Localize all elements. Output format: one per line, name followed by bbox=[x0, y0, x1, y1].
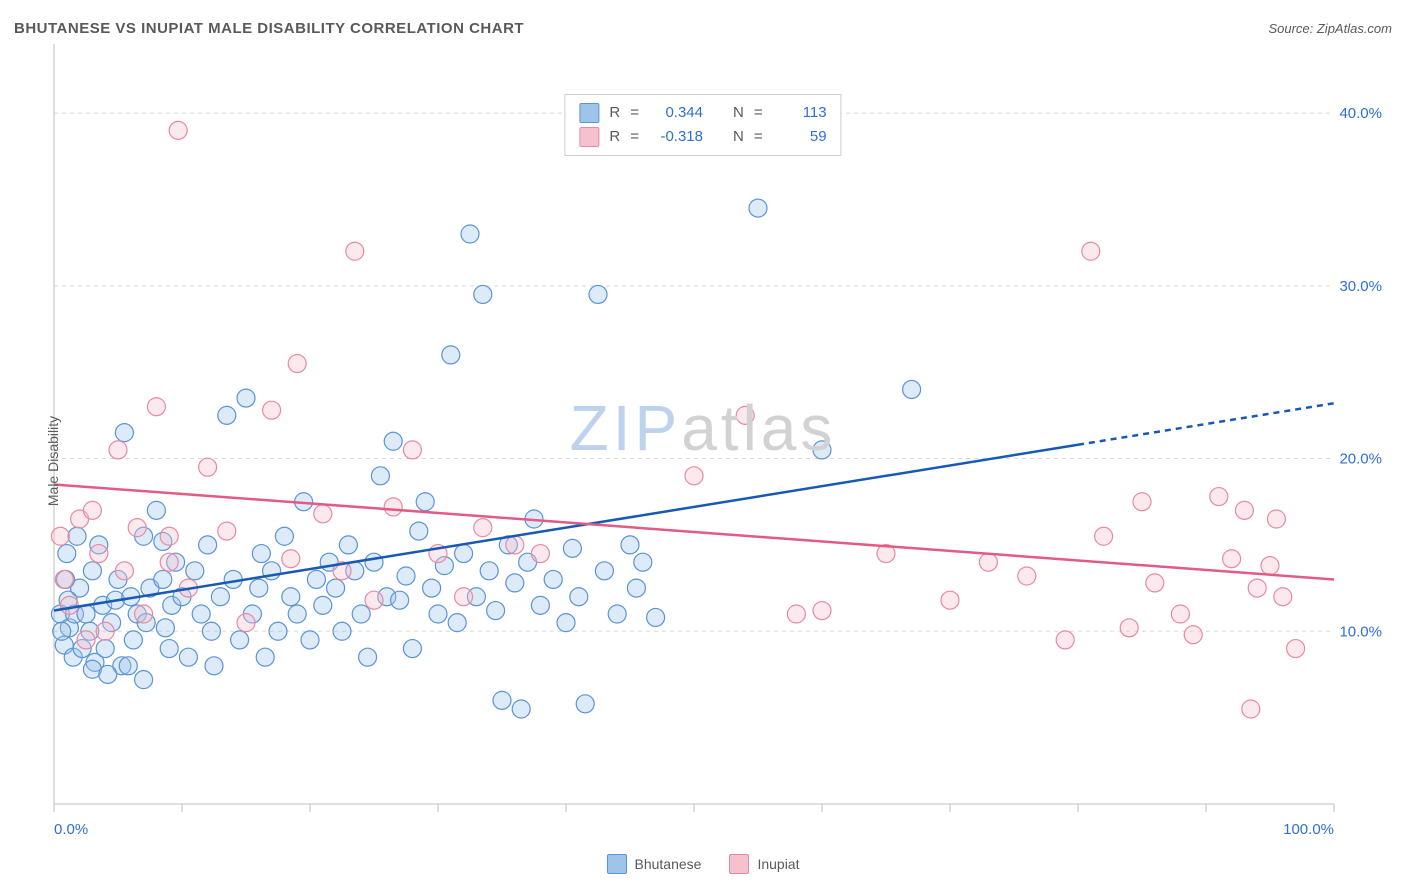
n-label: N bbox=[733, 101, 744, 125]
equals-sign: = bbox=[754, 125, 763, 149]
source-prefix: Source: bbox=[1268, 21, 1316, 36]
legend-item-bhutanese: Bhutanese bbox=[607, 854, 702, 874]
swatch-bhutanese bbox=[579, 103, 599, 123]
svg-text:0.0%: 0.0% bbox=[54, 821, 88, 838]
svg-text:20.0%: 20.0% bbox=[1339, 451, 1382, 468]
svg-text:40.0%: 40.0% bbox=[1339, 105, 1382, 122]
equals-sign: = bbox=[630, 125, 639, 149]
chart-area: Male Disability ZIPatlas 10.0%20.0%30.0%… bbox=[14, 44, 1392, 878]
legend-label-inupiat: Inupiat bbox=[757, 856, 799, 872]
svg-text:10.0%: 10.0% bbox=[1339, 623, 1382, 640]
r-value-bhutanese: 0.344 bbox=[649, 101, 703, 125]
swatch-inupiat bbox=[729, 854, 749, 874]
r-label: R bbox=[609, 101, 620, 125]
n-label: N bbox=[733, 125, 744, 149]
equals-sign: = bbox=[754, 101, 763, 125]
n-value-inupiat: 59 bbox=[773, 125, 827, 149]
svg-text:30.0%: 30.0% bbox=[1339, 278, 1382, 295]
correlation-row-bhutanese: R = 0.344 N = 113 bbox=[579, 101, 826, 125]
swatch-bhutanese bbox=[607, 854, 627, 874]
y-axis-label: Male Disability bbox=[45, 416, 61, 506]
correlation-box: R = 0.344 N = 113 R = -0.318 N = 59 bbox=[564, 94, 841, 156]
source-label: Source: ZipAtlas.com bbox=[1268, 21, 1392, 36]
legend-item-inupiat: Inupiat bbox=[729, 854, 799, 874]
source-name: ZipAtlas.com bbox=[1317, 21, 1392, 36]
r-value-inupiat: -0.318 bbox=[649, 125, 703, 149]
legend: Bhutanese Inupiat bbox=[14, 854, 1392, 874]
correlation-row-inupiat: R = -0.318 N = 59 bbox=[579, 125, 826, 149]
equals-sign: = bbox=[630, 101, 639, 125]
chart-title: BHUTANESE VS INUPIAT MALE DISABILITY COR… bbox=[14, 20, 524, 37]
scatter-chart: 10.0% 20.0% 30.0% 40.0% 0.0% 100.0% bbox=[14, 44, 1392, 878]
r-label: R bbox=[609, 125, 620, 149]
swatch-inupiat bbox=[579, 127, 599, 147]
legend-label-bhutanese: Bhutanese bbox=[635, 856, 702, 872]
svg-text:100.0%: 100.0% bbox=[1283, 821, 1334, 838]
n-value-bhutanese: 113 bbox=[773, 101, 827, 125]
